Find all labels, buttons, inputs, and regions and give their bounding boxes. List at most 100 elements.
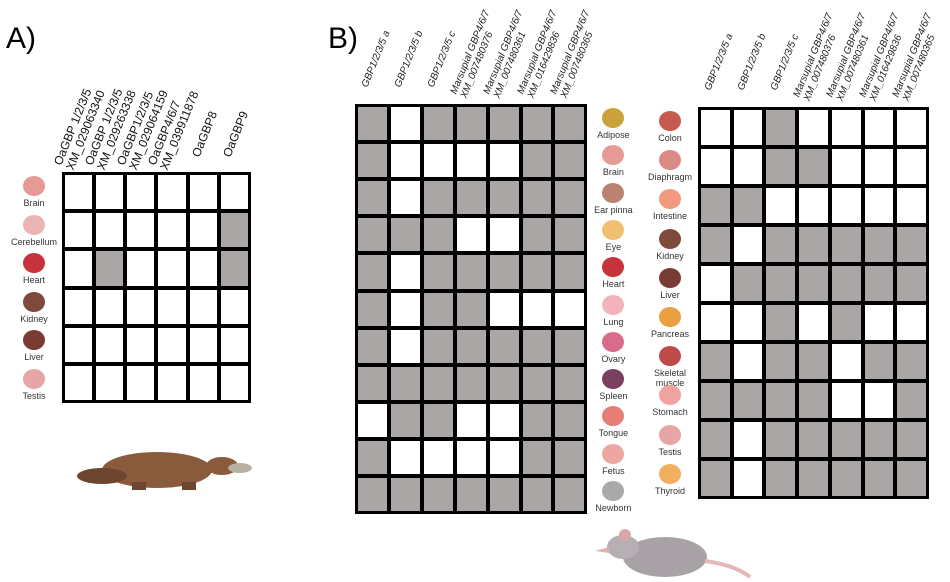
heatmap-cell xyxy=(390,255,420,289)
heatmap-cell xyxy=(65,213,93,248)
heatmap-cell xyxy=(127,289,155,324)
tissue-label: Brain xyxy=(589,145,637,177)
column-header-line: GBP1/2/3/5 a xyxy=(702,32,735,92)
organ-icon xyxy=(602,108,625,128)
tissue-label: Tongue xyxy=(589,406,637,438)
organ-icon xyxy=(602,182,625,203)
heatmap-cell xyxy=(766,344,796,379)
heatmap-cell xyxy=(701,344,730,379)
heatmap-cell xyxy=(489,478,519,512)
column-header-line: GBP1/2/3/5 a xyxy=(359,29,393,89)
tissue-label: Colon xyxy=(646,111,694,143)
tissue-label: Liver xyxy=(646,267,694,300)
heatmap-cell xyxy=(423,403,453,438)
heatmap-cell xyxy=(766,422,796,457)
heatmap-cell xyxy=(220,175,248,210)
heatmap-cell xyxy=(897,227,926,262)
organ-icon xyxy=(602,219,625,240)
organ-icon xyxy=(23,176,45,196)
heatmap-cell xyxy=(96,289,124,324)
tissue-name: Ovary xyxy=(601,353,626,364)
heatmap-cell xyxy=(799,110,828,145)
tissue-label: Ovary xyxy=(589,331,637,364)
tissue-name: Diaphragm xyxy=(647,172,693,183)
organ-icon xyxy=(23,330,45,350)
heatmap-cell xyxy=(733,461,763,496)
heatmap-cell xyxy=(701,305,730,340)
heatmap-cell xyxy=(390,218,420,252)
heatmap-cell xyxy=(189,213,217,248)
heatmap-cell xyxy=(489,181,519,215)
heatmap-cell xyxy=(158,327,186,362)
panel-b-left-heatmap xyxy=(355,104,588,515)
heatmap-cell xyxy=(701,110,730,145)
heatmap-cell xyxy=(423,478,453,512)
column-header: OaGBP8 xyxy=(189,109,220,159)
heatmap-cell xyxy=(65,365,93,400)
organ-icon xyxy=(659,189,681,210)
heatmap-cell xyxy=(189,289,217,324)
heatmap-cell xyxy=(733,149,763,184)
heatmap-cell xyxy=(189,175,217,210)
heatmap-cell xyxy=(358,181,387,215)
heatmap-cell xyxy=(522,441,552,475)
heatmap-cell xyxy=(456,329,486,363)
heatmap-cell xyxy=(864,344,894,379)
tissue-label: Skeletal muscle xyxy=(646,346,694,388)
tissue-label: Intestine xyxy=(646,189,694,221)
heatmap-cell xyxy=(555,403,585,438)
tissue-name: Heart xyxy=(22,275,45,285)
organ-icon xyxy=(602,294,625,315)
heatmap-cell xyxy=(489,366,519,400)
tissue-label: Lung xyxy=(589,294,637,327)
organ-icon xyxy=(23,291,45,312)
heatmap-cell xyxy=(96,251,124,286)
heatmap-cell xyxy=(127,327,155,362)
heatmap-cell xyxy=(423,366,453,400)
heatmap-cell xyxy=(897,305,926,340)
tissue-label: Heart xyxy=(589,257,637,289)
opossum-illustration xyxy=(595,529,752,579)
tissue-name: Liver xyxy=(24,352,44,362)
heatmap-cell xyxy=(423,144,453,178)
heatmap-cell xyxy=(555,181,585,215)
heatmap-cell xyxy=(897,461,926,496)
heatmap-cell xyxy=(522,144,552,178)
heatmap-cell xyxy=(555,107,585,141)
organ-icon xyxy=(602,369,625,390)
heatmap-cell xyxy=(390,144,420,178)
heatmap-cell xyxy=(522,292,552,326)
organ-icon xyxy=(602,443,625,464)
tissue-name: Eye xyxy=(605,241,622,252)
heatmap-cell xyxy=(390,366,420,400)
heatmap-cell xyxy=(733,383,763,418)
tissue-name: Heart xyxy=(602,279,625,290)
heatmap-cell xyxy=(701,461,730,496)
heatmap-cell xyxy=(831,149,861,184)
heatmap-cell xyxy=(456,218,486,252)
heatmap-cell xyxy=(158,289,186,324)
heatmap-cell xyxy=(733,305,763,340)
tissue-label: Diaphragm xyxy=(646,150,694,182)
column-header: GBP1/2/3/5 a xyxy=(702,32,735,92)
heatmap-cell xyxy=(799,461,828,496)
heatmap-cell xyxy=(733,344,763,379)
heatmap-cell xyxy=(456,292,486,326)
heatmap-cell xyxy=(456,255,486,289)
heatmap-cell xyxy=(864,383,894,418)
heatmap-cell xyxy=(799,305,828,340)
heatmap-cell xyxy=(799,149,828,184)
organ-icon xyxy=(659,385,681,406)
heatmap-cell xyxy=(489,329,519,363)
organ-icon xyxy=(23,368,45,389)
organ-icon xyxy=(659,424,681,445)
organ-icon xyxy=(659,150,681,171)
heatmap-cell xyxy=(456,144,486,178)
tissue-label: Eye xyxy=(589,219,637,252)
heatmap-cell xyxy=(220,289,248,324)
heatmap-cell xyxy=(358,144,387,178)
heatmap-cell xyxy=(766,227,796,262)
heatmap-cell xyxy=(831,461,861,496)
heatmap-cell xyxy=(766,461,796,496)
organ-icon xyxy=(23,253,45,273)
